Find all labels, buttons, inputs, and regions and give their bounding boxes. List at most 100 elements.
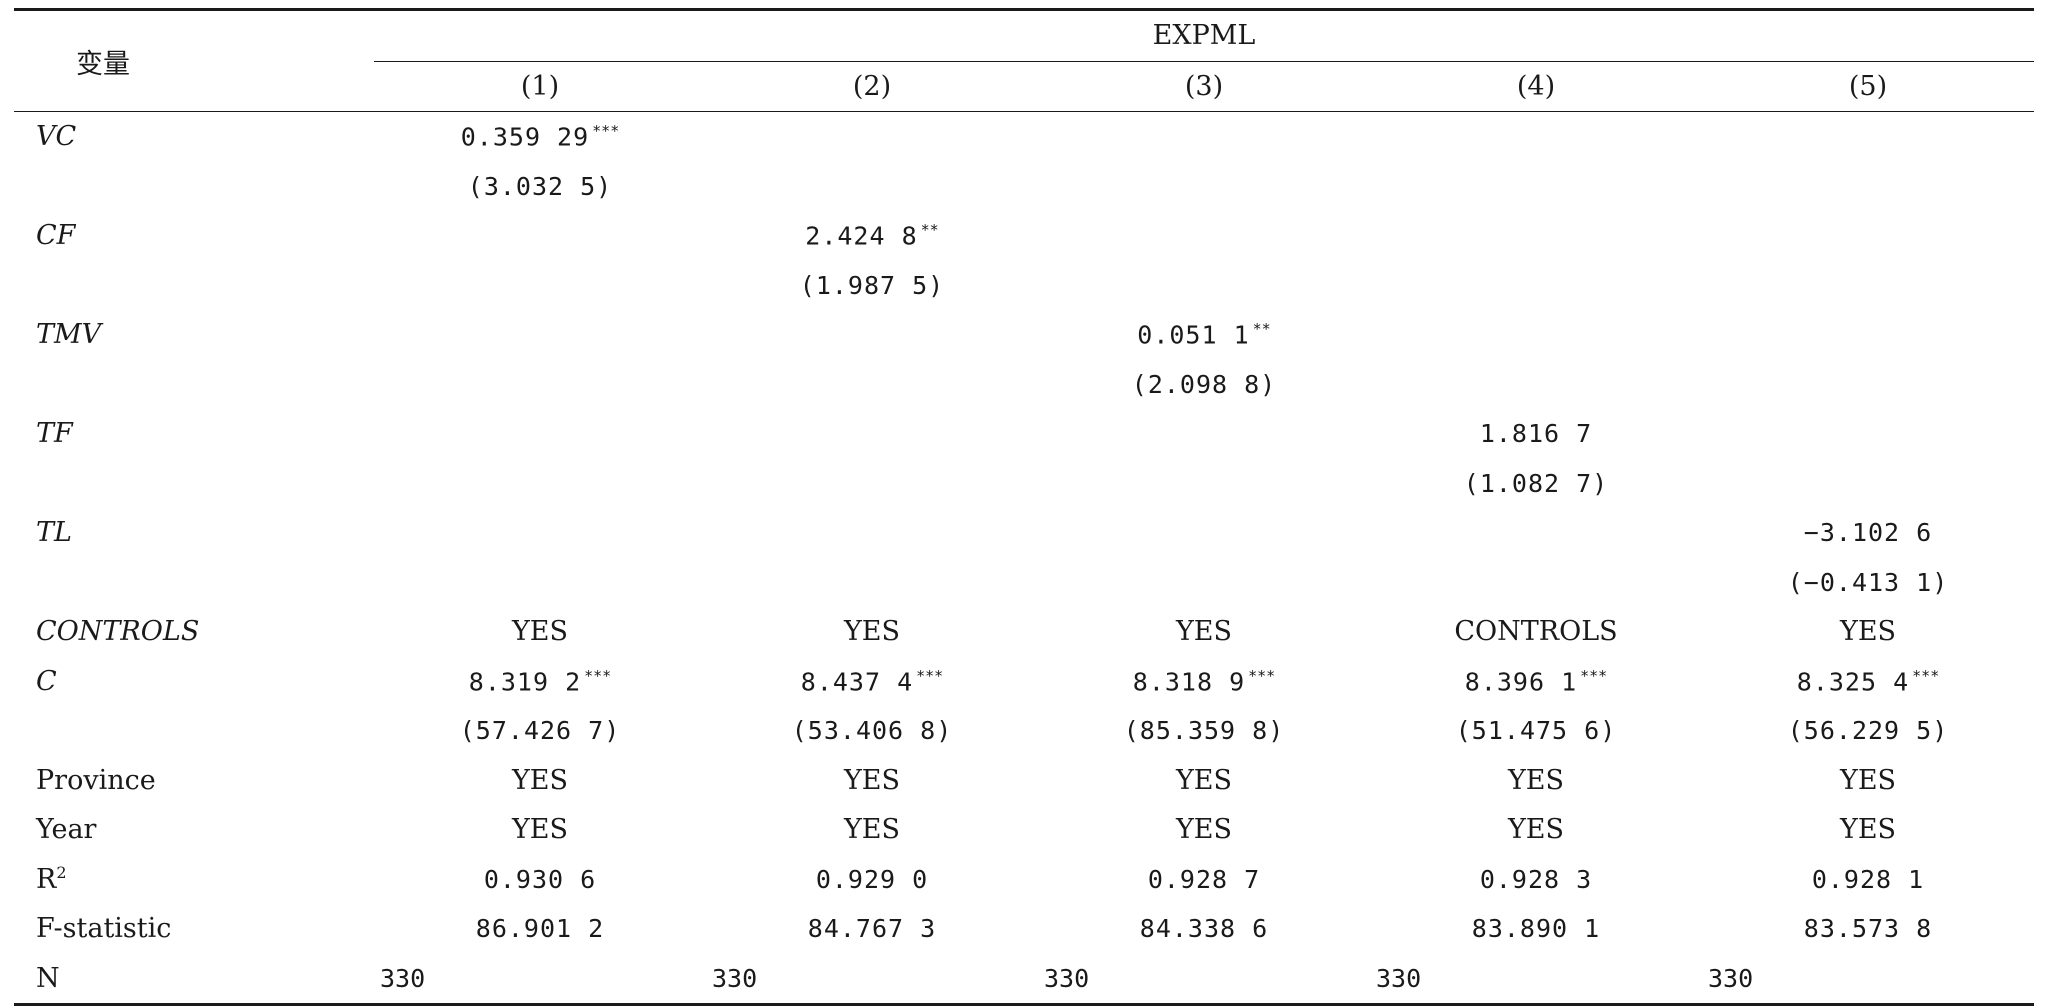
table-cell [1702,211,2034,261]
dependent-variable-header: EXPML [374,8,2035,62]
row-label-text: F-statistic [36,913,172,945]
cell-value: (85.359 8) [1123,716,1285,746]
table-body: VC 0.359 29 *** (3.032 5) CF 2.424 8 ** (1.987 … [14,112,2035,1006]
table-cell [374,261,706,311]
row-label [14,360,374,410]
table-cell: YES [1038,805,1370,855]
table-row: (2.098 8) [14,360,2034,410]
cell-value: YES [843,764,901,796]
table-cell: −3.102 6 [1702,508,2034,558]
cell-value: 0.051 1 [1137,320,1250,350]
cell-value: 330 [1044,963,1090,993]
cell-value: (1.987 5) [799,270,945,300]
row-label-text: R [36,864,57,896]
row-label: TL [14,508,374,558]
model-header: (1) [374,61,706,112]
table-cell [374,508,706,558]
table-cell [706,459,1038,509]
table-row: R2 0.930 6 0.929 0 0.928 7 0.928 3 0.928 1 [14,855,2034,905]
table-cell [706,558,1038,608]
table-cell [1702,310,2034,360]
table-cell: YES [374,607,706,657]
table-row: F-statistic 86.901 2 84.767 3 84.338 6 83.89… [14,904,2034,954]
table-cell: (1.987 5) [706,261,1038,311]
table-cell: 330 [706,953,1038,1006]
cell-value: YES [1175,814,1233,846]
table-cell [706,409,1038,459]
cell-value: 8.325 4 [1796,666,1910,696]
cell-value: YES [1507,814,1565,846]
cell-value: 1.816 7 [1479,419,1593,449]
table-cell: 0.928 3 [1370,855,1702,905]
table-cell: 1.816 7 [1370,409,1702,459]
table-cell: (51.475 6) [1370,706,1702,756]
cell-value: 84.338 6 [1139,914,1269,944]
row-label: C [14,657,374,707]
table-cell: 84.767 3 [706,904,1038,954]
significance-stars: ** [920,221,939,240]
significance-stars: *** [916,666,944,685]
cell-value: 330 [1376,963,1422,993]
row-label-text: TF [36,418,73,450]
table-cell: YES [706,805,1038,855]
cell-value: YES [1840,814,1897,846]
table-cell [374,360,706,410]
table-cell: 84.338 6 [1038,904,1370,954]
regression-table-container: 变量 EXPML (1) (2) (3) (4) (5) VC 0.359 29 *… [14,8,2035,1006]
table-row: CF 2.424 8 ** [14,211,2034,261]
table-cell: (2.098 8) [1038,360,1370,410]
significance-stars: ** [1252,320,1271,339]
table-cell: (53.406 8) [706,706,1038,756]
table-cell [706,310,1038,360]
table-cell [1702,261,2034,311]
table-cell: 2.424 8 ** [706,211,1038,261]
table-cell [1702,162,2034,212]
table-cell [374,558,706,608]
cell-value: YES [511,764,569,796]
significance-stars: *** [592,122,620,141]
table-cell: (−0.413 1) [1702,558,2034,608]
table-row: (1.987 5) [14,261,2034,311]
table-cell [374,409,706,459]
cell-value: YES [1175,616,1233,648]
table-row: C 8.319 2 *** 8.437 4 *** 8.318 9 *** 8.396 1 **… [14,657,2034,707]
cell-value: YES [1175,764,1233,796]
table-cell: YES [1702,805,2034,855]
table-row: TF 1.816 7 [14,409,2034,459]
cell-value: 84.767 3 [807,914,937,944]
variable-column-header: 变量 [14,8,374,112]
table-cell: 0.930 6 [374,855,706,905]
cell-value: 330 [712,963,758,993]
table-cell: YES [1038,756,1370,806]
row-label: TF [14,409,374,459]
table-cell: YES [1038,607,1370,657]
row-label-text: TMV [36,319,102,351]
table-cell: 83.890 1 [1370,904,1702,954]
table-cell [1038,459,1370,509]
cell-value: (57.426 7) [459,716,621,746]
table-cell: (85.359 8) [1038,706,1370,756]
cell-value: 83.573 8 [1803,914,1933,944]
row-label-text: VC [36,121,77,153]
cell-value: 8.319 2 [468,666,582,696]
row-label-text: CF [36,220,76,252]
table-cell [1038,409,1370,459]
table-cell: 0.928 1 [1702,855,2034,905]
cell-value: 330 [1708,963,1754,993]
table-row: (57.426 7) (53.406 8) (85.359 8) (51.475 6)… [14,706,2034,756]
table-cell [1038,508,1370,558]
cell-value: 330 [380,963,426,993]
table-cell: (3.032 5) [374,162,706,212]
row-label: CONTROLS [14,607,374,657]
row-label-text: Province [36,764,156,796]
table-cell [706,508,1038,558]
table-cell [1370,162,1702,212]
table-cell [1038,162,1370,212]
cell-value: 0.359 29 [460,122,590,152]
table-cell: 8.396 1 *** [1370,657,1702,707]
cell-value: YES [511,814,569,846]
table-cell: (1.082 7) [1370,459,1702,509]
cell-value: (3.032 5) [467,171,613,201]
row-label: CF [14,211,374,261]
row-label-text: TL [36,517,72,549]
